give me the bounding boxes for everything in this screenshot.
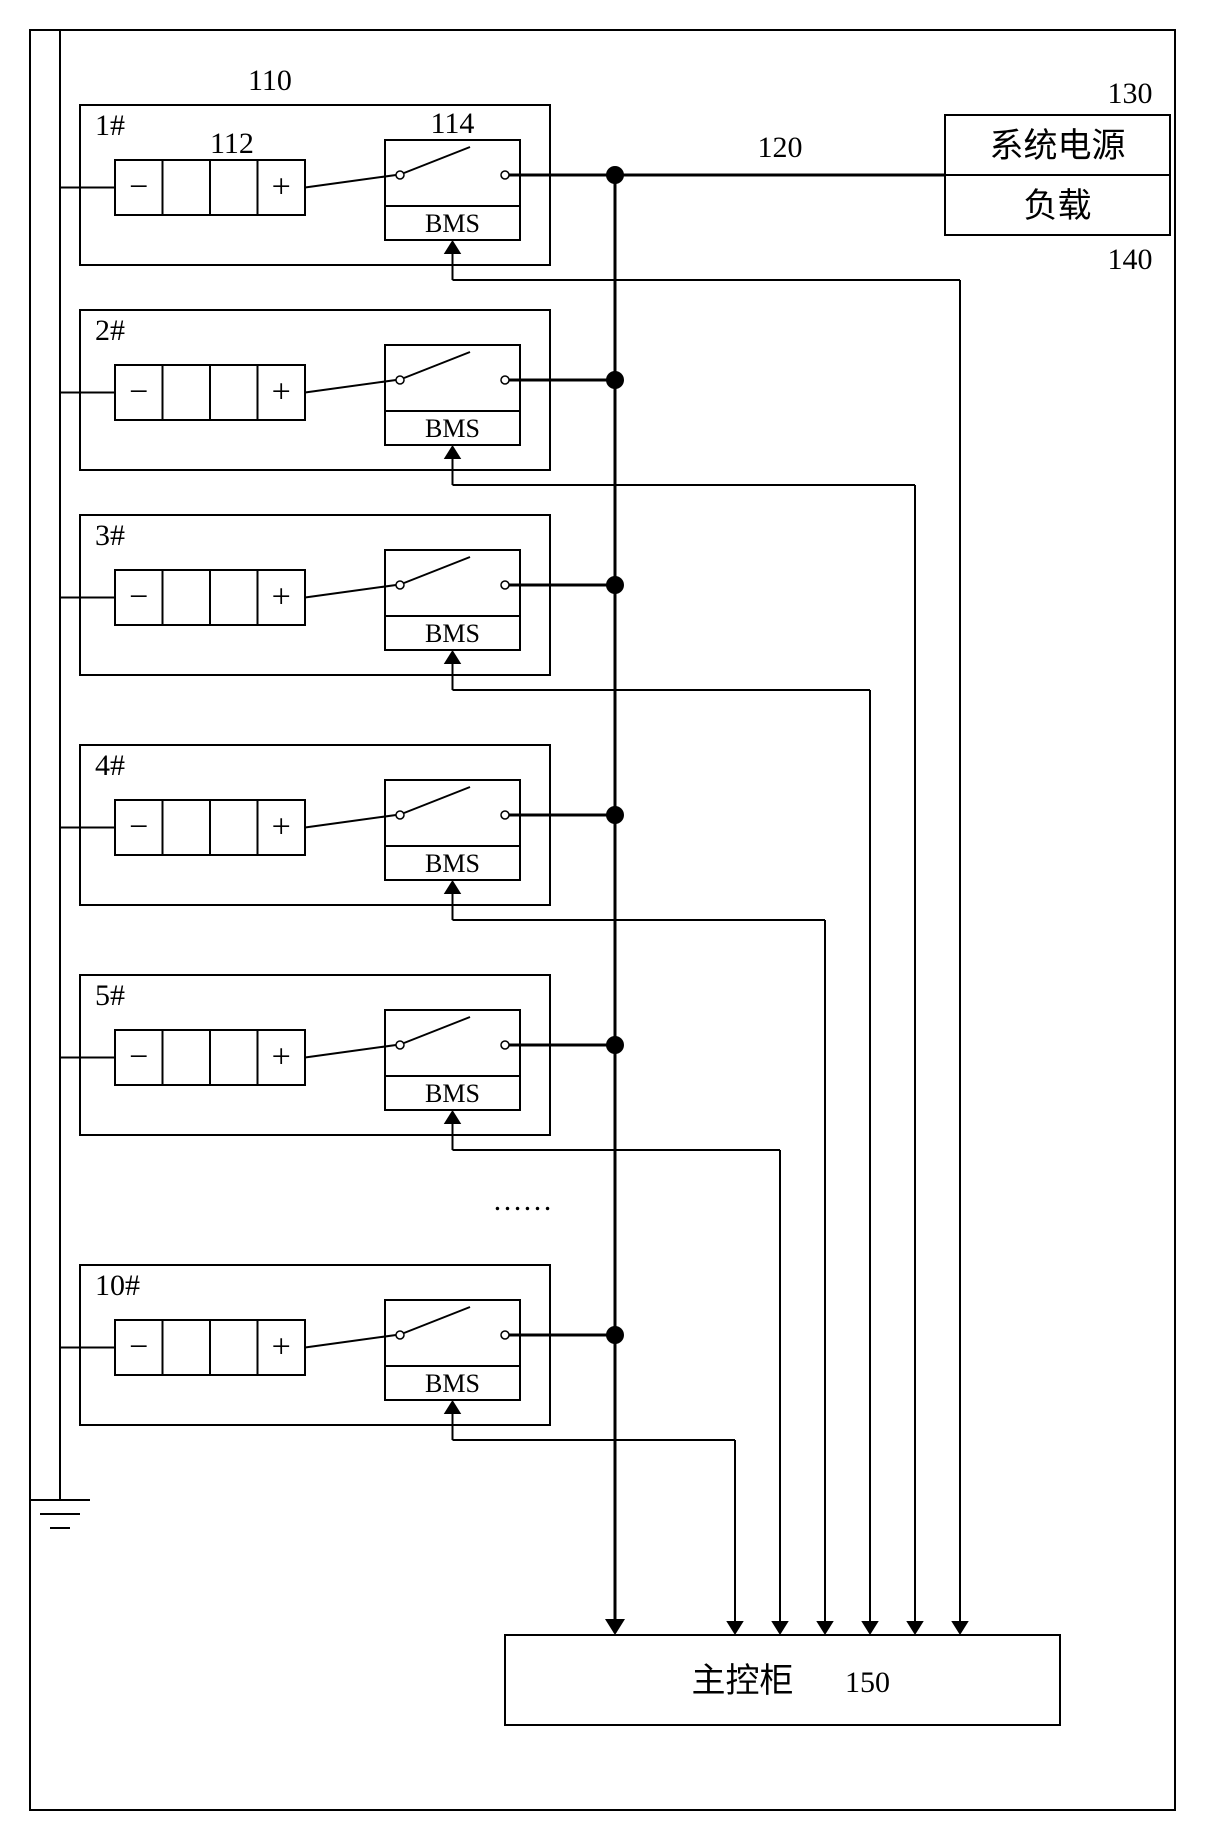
svg-text:114: 114 [431,107,475,140]
svg-text:10#: 10# [95,1269,140,1302]
svg-text:−: − [129,1038,148,1075]
svg-text:负载: 负载 [1024,187,1092,225]
svg-text:BMS: BMS [425,1079,480,1108]
svg-text:BMS: BMS [425,619,480,648]
svg-text:−: − [129,578,148,615]
svg-text:112: 112 [210,127,254,160]
svg-text:BMS: BMS [425,1369,480,1398]
svg-text:……: …… [493,1184,553,1217]
svg-text:+: + [272,373,291,410]
svg-text:−: − [129,808,148,845]
svg-text:140: 140 [1108,243,1153,276]
svg-text:110: 110 [248,64,292,97]
svg-text:130: 130 [1108,77,1153,110]
diagram-canvas: 1#−+BMS2#−+BMS3#−+BMS4#−+BMS5#−+BMS10#−+… [0,0,1205,1845]
svg-text:BMS: BMS [425,849,480,878]
svg-text:系统电源: 系统电源 [990,127,1126,165]
svg-text:4#: 4# [95,749,125,782]
svg-text:−: − [129,168,148,205]
svg-text:3#: 3# [95,519,125,552]
svg-text:BMS: BMS [425,209,480,238]
svg-text:150: 150 [845,1666,890,1699]
svg-text:−: − [129,373,148,410]
svg-text:2#: 2# [95,314,125,347]
svg-text:+: + [272,578,291,615]
svg-text:BMS: BMS [425,414,480,443]
svg-text:5#: 5# [95,979,125,1012]
svg-text:+: + [272,168,291,205]
svg-text:主控柜: 主控柜 [692,1662,794,1700]
diagram-svg: 1#−+BMS2#−+BMS3#−+BMS4#−+BMS5#−+BMS10#−+… [0,0,1205,1845]
svg-text:1#: 1# [95,109,125,142]
svg-text:−: − [129,1328,148,1365]
svg-text:120: 120 [758,131,803,164]
svg-text:+: + [272,808,291,845]
svg-text:+: + [272,1328,291,1365]
svg-text:+: + [272,1038,291,1075]
